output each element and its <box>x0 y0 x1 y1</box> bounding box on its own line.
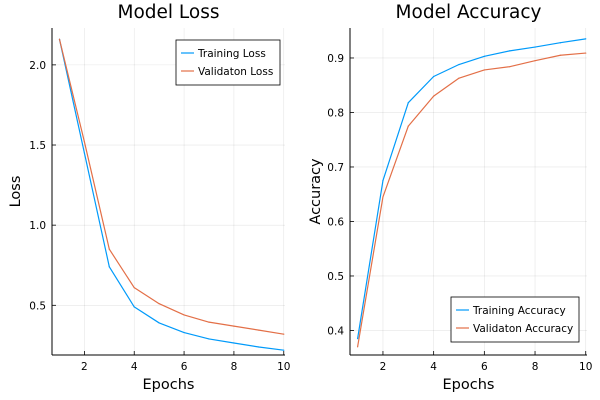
x-tick-label: 10 <box>277 361 290 373</box>
data-point <box>258 346 260 348</box>
data-point <box>283 349 285 351</box>
data-point <box>208 338 210 340</box>
chart-panel-2: 2 4 6 8 10 0.4 0.5 0.6 0.7 0.8 0.9 Model Accuracy Ep… <box>308 2 592 393</box>
legend-label: Validaton Loss <box>198 66 273 78</box>
data-point <box>458 63 460 66</box>
data-point <box>483 55 485 57</box>
y-tick-label: 0.4 <box>327 325 344 337</box>
data-point <box>407 102 409 104</box>
data-point <box>133 287 135 289</box>
data-point <box>559 54 561 56</box>
x-tick-label: 4 <box>131 361 138 373</box>
chart-title: Model Accuracy <box>396 2 542 23</box>
data-point <box>407 125 409 127</box>
legend: Training Loss Validaton Loss <box>175 39 281 86</box>
y-tick-label: 0.9 <box>327 53 344 65</box>
legend-box <box>175 39 281 86</box>
x-axis-label: Epochs <box>443 377 495 393</box>
x-axis-label: Epochs <box>143 377 195 393</box>
y-tick-label: 0.8 <box>327 107 344 119</box>
data-point <box>433 75 435 78</box>
data-point <box>509 66 511 68</box>
data-point <box>208 321 210 323</box>
data-point <box>83 152 85 154</box>
data-point <box>183 314 185 316</box>
data-point <box>108 266 110 268</box>
y-tick-label: 1.0 <box>29 220 46 232</box>
y-tick-label: 0.5 <box>327 271 344 283</box>
data-point <box>158 303 160 305</box>
x-tick-label: 2 <box>81 361 88 373</box>
data-point <box>83 141 85 143</box>
y-axis-label: Loss <box>8 176 24 208</box>
legend-box <box>450 296 580 343</box>
data-point <box>534 46 536 48</box>
legend-label: Training Accuracy <box>472 305 566 317</box>
data-point <box>108 248 110 250</box>
data-point <box>458 77 460 79</box>
y-tick-label: 0.6 <box>327 216 344 228</box>
chart-title: Model Loss <box>117 2 219 23</box>
legend-label: Training Loss <box>197 48 266 60</box>
x-tick-label: 4 <box>430 361 437 373</box>
x-tick-label: 6 <box>181 361 188 373</box>
series-line-1 <box>58 39 284 351</box>
data-point <box>357 346 359 348</box>
chart-panel-1: 2 4 6 8 10 0.5 1.0 1.5 2.0 Model Loss Epochs Loss Tr… <box>8 2 290 393</box>
data-point <box>233 342 235 344</box>
y-tick-label: 0.7 <box>327 162 344 174</box>
data-point <box>585 52 587 54</box>
data-point <box>433 95 435 97</box>
x-tick-label: 6 <box>481 361 488 373</box>
data-point <box>233 325 235 327</box>
y-tick-label: 1.5 <box>29 140 46 152</box>
series-line-1 <box>357 38 586 339</box>
x-tick-label: 2 <box>380 361 387 373</box>
data-point <box>483 69 485 71</box>
data-point <box>158 322 160 324</box>
data-point <box>559 42 561 44</box>
series-line-2 <box>58 39 284 335</box>
data-point <box>183 331 185 334</box>
y-tick-label: 2.0 <box>29 60 46 72</box>
x-tick-label: 8 <box>231 361 238 373</box>
data-point <box>283 333 285 335</box>
data-point <box>382 196 384 198</box>
data-point <box>133 306 135 308</box>
data-point <box>534 60 536 62</box>
data-point <box>585 38 587 40</box>
x-tick-label: 8 <box>532 361 539 373</box>
legend-label: Validaton Accuracy <box>473 323 573 335</box>
data-point <box>357 338 359 340</box>
data-point <box>58 38 61 40</box>
data-point <box>258 329 260 331</box>
data-point <box>382 180 384 182</box>
series-line-2 <box>357 52 586 347</box>
y-axis-label: Accuracy <box>308 158 324 225</box>
data-point <box>509 50 511 52</box>
x-tick-label: 10 <box>579 361 592 373</box>
y-tick-label: 0.5 <box>29 300 46 312</box>
legend: Training Accuracy Validaton Accuracy <box>450 296 580 343</box>
